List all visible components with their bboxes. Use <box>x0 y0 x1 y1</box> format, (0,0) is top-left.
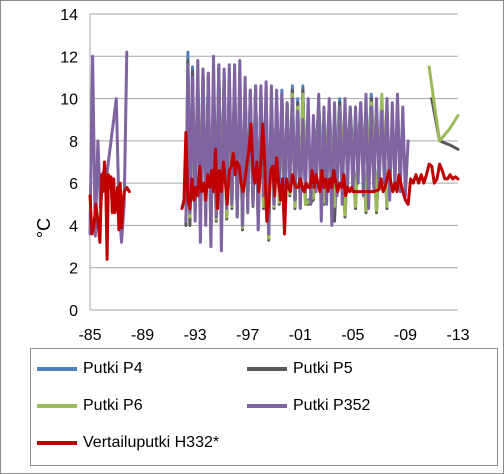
x-tick-label: -85 <box>78 327 101 344</box>
legend-label: Vertailuputki H332* <box>83 434 220 451</box>
legend-item: Putki P352 <box>247 394 370 418</box>
y-tick-label: 14 <box>60 7 78 24</box>
legend-item: Vertailuputki H332* <box>37 431 219 455</box>
series-line-putki-p352 <box>184 54 410 253</box>
y-tick-label: 10 <box>60 92 78 109</box>
series-line-vertailuputki-h332 <box>180 122 460 236</box>
chart-plot: 0 2 4 6 8 10 12 14 -85 -89 -93 -97 -01 -05 -09 -13 °C <box>34 7 470 344</box>
series-line-putki-p6 <box>427 65 460 143</box>
legend-item: Putki P6 <box>37 394 143 418</box>
legend-item: Putki P4 <box>37 357 143 381</box>
legend-label: Putki P6 <box>83 397 143 414</box>
y-tick-label: 6 <box>69 176 78 193</box>
x-tick-label: -89 <box>131 327 154 344</box>
legend-swatch <box>247 367 287 371</box>
x-tick-label: -09 <box>394 327 417 344</box>
y-tick-label: 8 <box>69 134 78 151</box>
legend-swatch <box>37 404 77 408</box>
legend-item: Putki P5 <box>247 357 353 381</box>
legend-label: Putki P352 <box>293 397 371 414</box>
y-tick-label: 2 <box>69 261 78 278</box>
series-line-vertailuputki-h332 <box>88 160 131 261</box>
x-tick-labels: -85 -89 -93 -97 -01 -05 -09 -13 <box>78 327 469 344</box>
legend-swatch <box>37 367 77 371</box>
y-tick-label: 12 <box>60 49 78 66</box>
chart-legend: Putki P4 Putki P5 Putki P6 Putki P352 Vertai… <box>30 348 498 466</box>
x-tick-label: -05 <box>341 327 364 344</box>
legend-label: Putki P5 <box>293 360 353 377</box>
legend-swatch <box>37 441 77 445</box>
y-axis-label: °C <box>34 218 54 238</box>
x-tick-label: -01 <box>289 327 312 344</box>
x-tick-label: -93 <box>184 327 207 344</box>
y-tick-label: 0 <box>69 303 78 320</box>
y-tick-label: 4 <box>69 218 78 235</box>
x-tick-label: -13 <box>446 327 469 344</box>
y-tick-labels: 0 2 4 6 8 10 12 14 <box>60 7 78 320</box>
x-tick-label: -97 <box>236 327 259 344</box>
legend-label: Putki P4 <box>83 360 143 377</box>
legend-swatch <box>247 404 287 408</box>
series-lines <box>88 50 460 261</box>
